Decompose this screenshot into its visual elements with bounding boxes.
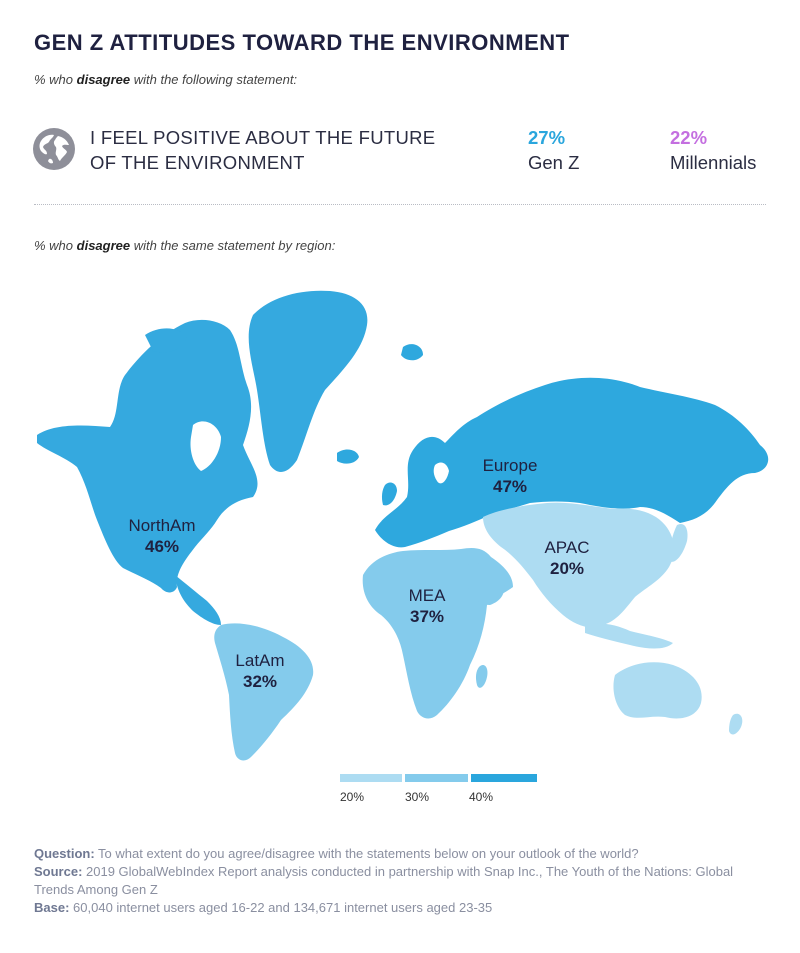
region-value: 32% (242, 672, 278, 691)
region-value: 37% (409, 607, 445, 626)
legend-swatch-30 (405, 774, 468, 782)
page-title: GEN Z ATTITUDES TOWARD THE ENVIRONMENT (34, 30, 570, 55)
source-text: 2019 GlobalWebIndex Report analysis cond… (34, 864, 734, 897)
millennials-value: 22% (670, 127, 708, 148)
region-intro-emphasis: disagree (76, 238, 131, 253)
region-northam-shape (37, 319, 258, 593)
arctic-islands-shape (145, 328, 187, 353)
region-name: LatAm (235, 651, 285, 670)
legend-tick-30: 30% (405, 790, 430, 804)
region-intro-prefix: % who (34, 238, 77, 253)
region-northam-label: NorthAm 46% (107, 515, 217, 557)
millennials-stat: 22% Millennials (670, 125, 756, 175)
globe-icon (33, 128, 75, 170)
source-label: Source: (34, 864, 83, 879)
greenland-shape (248, 290, 368, 472)
region-value: 20% (549, 559, 585, 578)
legend-tick-20: 20% (340, 790, 365, 804)
arabia-shape (465, 563, 505, 605)
central-america-shape (175, 575, 221, 625)
region-name: MEA (408, 586, 446, 605)
intro-suffix: with the following statement: (130, 72, 298, 87)
statement-intro: % who disagree with the following statem… (34, 72, 297, 87)
question-text: To what extent do you agree/disagree wit… (94, 846, 639, 861)
iceland-shape (337, 449, 359, 464)
intro-emphasis: disagree (76, 72, 131, 87)
svalbard-shape (401, 344, 423, 361)
baltic-sea-shape (433, 462, 449, 484)
statement-text: I FEEL POSITIVE ABOUT THE FUTURE OF THE … (90, 125, 435, 175)
madagascar-shape (475, 665, 488, 688)
region-intro-suffix: with the same statement by region: (130, 238, 336, 253)
section-divider (34, 204, 766, 205)
region-europe-shape (375, 377, 769, 548)
footnote-source: Source: 2019 GlobalWebIndex Report analy… (34, 863, 734, 899)
region-name: Europe (482, 456, 538, 475)
statement-line-1: I FEEL POSITIVE ABOUT THE FUTURE (90, 127, 436, 148)
genz-value: 27% (528, 127, 566, 148)
intro-prefix: % who (34, 72, 77, 87)
region-latam-label: LatAm 32% (205, 650, 315, 692)
hudson-bay-shape (190, 421, 221, 471)
japan-shape (669, 523, 688, 562)
region-name: APAC (544, 538, 590, 557)
australia-shape (613, 662, 702, 719)
legend-swatch-40 (471, 774, 537, 782)
region-apac-label: APAC 20% (512, 537, 622, 579)
region-name: NorthAm (128, 516, 196, 535)
base-text: 60,040 internet users aged 16-22 and 134… (69, 900, 493, 915)
footnote-question: Question: To what extent do you agree/di… (34, 845, 774, 863)
region-mea-label: MEA 37% (372, 585, 482, 627)
statement-line-2: OF THE ENVIRONMENT (90, 152, 305, 173)
region-latam-shape (214, 623, 314, 761)
region-value: 47% (492, 477, 528, 496)
question-label: Question: (34, 846, 95, 861)
genz-stat: 27% Gen Z (528, 125, 579, 175)
new-zealand-shape (729, 713, 743, 735)
genz-label: Gen Z (528, 152, 580, 173)
region-value: 46% (144, 537, 180, 556)
legend-swatch-20 (340, 774, 402, 782)
region-apac-shape (483, 502, 674, 628)
region-europe-label: Europe 47% (455, 455, 565, 497)
millennials-label: Millennials (670, 152, 757, 173)
uk-shape (381, 482, 397, 506)
region-intro: % who disagree with the same statement b… (34, 238, 335, 253)
world-map (37, 290, 769, 761)
indonesia-shape (585, 623, 673, 649)
legend-tick-40: 40% (469, 790, 494, 804)
base-label: Base: (34, 900, 70, 915)
footnote-base: Base: 60,040 internet users aged 16-22 a… (34, 899, 774, 917)
